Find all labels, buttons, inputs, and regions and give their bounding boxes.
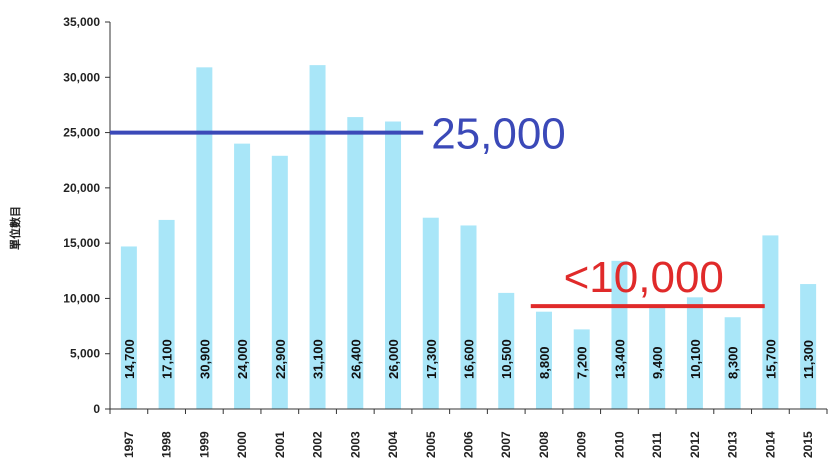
x-axis: 1997 1998 1999 2000 2001 2002 2003 2004 2005 2006… (109, 408, 828, 458)
bar-2004 (385, 121, 402, 409)
x-tick-label: 1997 (122, 431, 136, 458)
bar-2002 (309, 65, 326, 409)
y-tick-label: 0 (93, 402, 100, 416)
x-tick-label: 2000 (235, 431, 249, 458)
x-tick-label: 2012 (688, 431, 702, 458)
bar-2006 (460, 225, 477, 409)
data-label-2014: 15,700 (763, 339, 778, 379)
y-tick-label: 20,000 (63, 181, 100, 195)
y-tick-label: 30,000 (63, 70, 100, 84)
data-label-2010: 13,400 (612, 339, 627, 379)
data-label-2008: 8,800 (537, 346, 552, 379)
data-label-1997: 14,700 (122, 339, 137, 379)
bar-1998 (158, 219, 175, 409)
data-label-2002: 31,100 (311, 339, 326, 379)
y-axis-label: 單位數目 (8, 206, 22, 250)
data-label-1999: 30,900 (197, 339, 212, 379)
x-tick-label: 2011 (650, 432, 664, 458)
data-label-2011: 9,400 (650, 346, 665, 379)
x-tick-label: 2009 (575, 431, 589, 458)
annotations: 25,000 <10,000 (110, 110, 765, 309)
y-tick-label: 15,000 (63, 236, 100, 250)
data-label-2003: 26,400 (348, 339, 363, 379)
x-tick-label: 2003 (348, 431, 362, 458)
data-label-2004: 26,000 (386, 339, 401, 379)
bar-2005 (422, 217, 439, 409)
x-tick-label: 2013 (726, 431, 740, 458)
bar-2009 (573, 329, 590, 409)
x-tick-label: 2002 (311, 431, 325, 458)
data-label-2001: 22,900 (273, 339, 288, 379)
data-label-2013: 8,300 (726, 346, 741, 379)
bar-2007 (498, 292, 515, 409)
bar-1997 (120, 246, 137, 409)
x-tick-label: 2007 (499, 431, 513, 458)
bar-2013 (724, 317, 741, 409)
x-tick-label: 2010 (612, 431, 626, 458)
bar-2015 (800, 284, 817, 409)
bar-1999 (196, 67, 213, 409)
y-tick-label: 25,000 (63, 126, 100, 140)
y-tick-label: 35,000 (63, 15, 100, 29)
bar-2001 (271, 155, 288, 409)
x-tick-label: 1998 (160, 431, 174, 458)
data-label-2000: 24,000 (235, 339, 250, 379)
x-tick-label: 2004 (386, 431, 400, 458)
bar-2014 (762, 235, 779, 409)
bar-2008 (535, 311, 552, 409)
bar-2003 (347, 117, 364, 409)
annotation-text-1: <10,000 (564, 253, 724, 302)
bar-2000 (234, 143, 251, 409)
data-label-1998: 17,100 (160, 339, 175, 379)
x-tick-label: 2006 (462, 431, 476, 458)
x-tick-label: 2015 (801, 431, 815, 458)
bar-2010 (611, 260, 628, 409)
data-label-2007: 10,500 (499, 339, 514, 379)
x-tick-label: 1999 (197, 431, 211, 458)
x-tick-label: 2008 (537, 431, 551, 458)
bars: 14,700 17,100 30,900 24,000 22,900 31,100 26,4… (120, 65, 817, 409)
data-label-2006: 16,600 (462, 339, 477, 379)
data-label-2015: 11,300 (801, 340, 816, 379)
x-tick-label: 2014 (763, 431, 777, 458)
bar-2012 (686, 297, 703, 409)
x-tick-label: 2005 (424, 431, 438, 458)
x-tick-label: 2001 (273, 431, 287, 458)
data-label-2005: 17,300 (424, 339, 439, 379)
data-label-2009: 7,200 (575, 346, 590, 379)
bar-2011 (649, 305, 666, 409)
data-label-2012: 10,100 (688, 339, 703, 379)
y-tick-label: 5,000 (70, 347, 100, 361)
y-axis: 0 5,000 10,000 15,000 20,000 25,000 30,000 35,0… (63, 15, 111, 416)
annotation-text-0: 25,000 (431, 110, 566, 159)
y-tick-label: 10,000 (63, 291, 100, 305)
